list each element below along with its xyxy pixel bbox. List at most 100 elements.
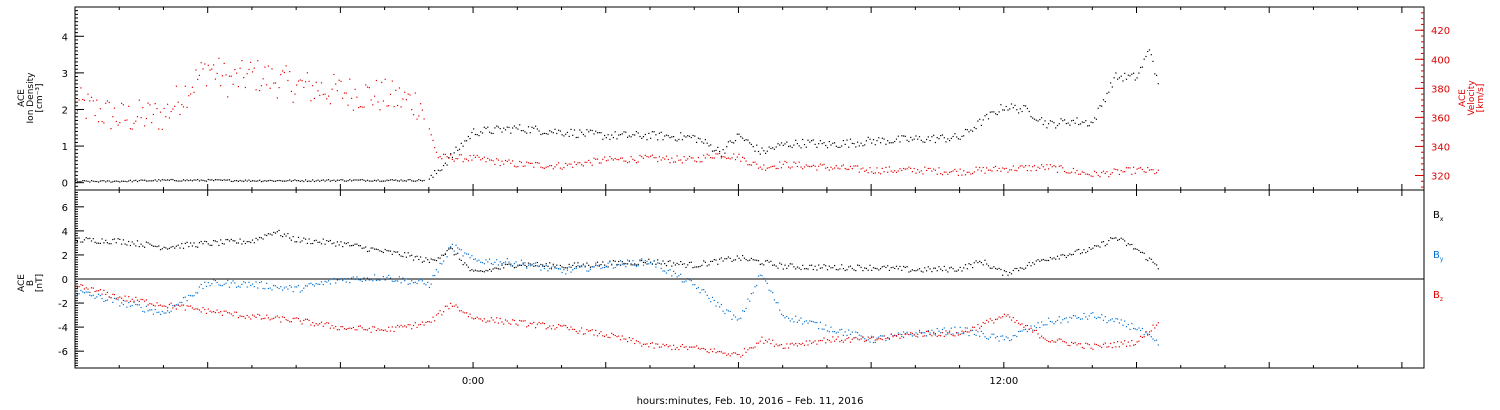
velocity-point bbox=[765, 169, 767, 171]
by-point bbox=[372, 280, 374, 282]
bx-point bbox=[616, 263, 618, 266]
by-point bbox=[568, 266, 570, 268]
density-point bbox=[92, 180, 94, 182]
velocity-point bbox=[317, 90, 319, 92]
bz-point bbox=[975, 329, 977, 331]
bx-point bbox=[621, 261, 623, 263]
bz-point bbox=[496, 317, 498, 319]
velocity-point bbox=[335, 83, 337, 85]
bz-point bbox=[768, 338, 770, 340]
by-point bbox=[193, 295, 195, 297]
bz-point bbox=[287, 319, 289, 322]
by-point bbox=[428, 286, 430, 288]
density-point bbox=[864, 144, 866, 146]
velocity-point bbox=[340, 80, 342, 82]
bz-point bbox=[1141, 336, 1143, 338]
velocity-point bbox=[750, 164, 752, 166]
bz-point bbox=[637, 341, 639, 343]
density-point bbox=[1030, 116, 1032, 118]
bx-point bbox=[195, 246, 197, 248]
density-point bbox=[798, 145, 800, 147]
by-point bbox=[1041, 321, 1043, 323]
density-point bbox=[1062, 120, 1064, 122]
by-point bbox=[867, 339, 869, 341]
by-point bbox=[322, 283, 324, 286]
density-point bbox=[904, 135, 906, 137]
by-point bbox=[126, 306, 128, 308]
by-point bbox=[474, 258, 476, 260]
density-point bbox=[398, 180, 400, 182]
bx-point bbox=[1087, 250, 1089, 252]
by-point bbox=[759, 274, 761, 276]
density-point bbox=[513, 125, 515, 127]
velocity-point bbox=[1090, 175, 1092, 177]
bz-point bbox=[685, 346, 687, 348]
bz-point bbox=[933, 331, 935, 333]
by-point bbox=[696, 287, 698, 290]
bx-point bbox=[299, 241, 301, 243]
by-point bbox=[1010, 339, 1013, 341]
velocity-point bbox=[140, 117, 142, 119]
bx-point bbox=[927, 266, 929, 268]
density-point bbox=[819, 140, 821, 142]
bx-point bbox=[343, 242, 346, 244]
by-point bbox=[78, 293, 80, 295]
bz-point bbox=[305, 318, 307, 320]
density-point bbox=[333, 179, 335, 181]
by-point bbox=[1055, 321, 1057, 323]
density-point bbox=[556, 132, 558, 135]
bz-point bbox=[1067, 344, 1069, 346]
by-point bbox=[299, 291, 301, 293]
bx-point bbox=[1016, 267, 1018, 270]
bz-point bbox=[811, 342, 813, 344]
by-point bbox=[609, 261, 611, 263]
density-point bbox=[1104, 101, 1106, 103]
density-points bbox=[75, 178, 425, 183]
bx-point bbox=[159, 249, 162, 251]
by-point bbox=[520, 259, 522, 261]
bz-point bbox=[310, 324, 312, 326]
by-point bbox=[213, 279, 215, 281]
density-point bbox=[720, 155, 722, 157]
bz-point bbox=[694, 346, 696, 348]
by-point bbox=[598, 264, 600, 266]
velocity-point bbox=[99, 108, 101, 110]
velocity-point bbox=[784, 160, 786, 162]
density-point bbox=[956, 136, 958, 138]
bx-point bbox=[205, 241, 208, 243]
velocity-point bbox=[989, 169, 991, 171]
bz-point bbox=[722, 352, 724, 354]
bz-point bbox=[236, 311, 238, 313]
velocity-point bbox=[420, 103, 422, 105]
bx-point bbox=[172, 245, 174, 248]
by-point bbox=[957, 332, 959, 334]
legend-by: By bbox=[1433, 250, 1444, 263]
bz-point bbox=[563, 324, 565, 326]
bx-point bbox=[779, 262, 781, 264]
bz-point bbox=[595, 329, 597, 331]
velocity-point bbox=[535, 162, 537, 164]
by-point bbox=[170, 310, 172, 312]
bx-point bbox=[750, 257, 752, 259]
bz-point bbox=[1033, 329, 1036, 332]
density-point bbox=[738, 133, 740, 135]
by-point bbox=[453, 250, 455, 252]
bx-point bbox=[365, 246, 367, 248]
bx-point bbox=[266, 234, 268, 237]
density-point bbox=[437, 169, 439, 171]
velocity-point bbox=[802, 168, 804, 170]
bx-point bbox=[198, 242, 200, 244]
by-point bbox=[734, 316, 737, 318]
velocity-point bbox=[1133, 166, 1135, 168]
by-point bbox=[1000, 335, 1002, 337]
bx-point bbox=[108, 243, 110, 245]
density-point bbox=[145, 180, 147, 182]
velocity-point bbox=[619, 157, 622, 159]
velocity-point bbox=[128, 105, 130, 107]
density-point bbox=[181, 180, 183, 182]
bz-point bbox=[158, 304, 160, 307]
velocity-point bbox=[570, 163, 572, 165]
velocity-point bbox=[979, 167, 981, 169]
bx-point bbox=[565, 267, 567, 269]
density-point bbox=[683, 135, 685, 137]
